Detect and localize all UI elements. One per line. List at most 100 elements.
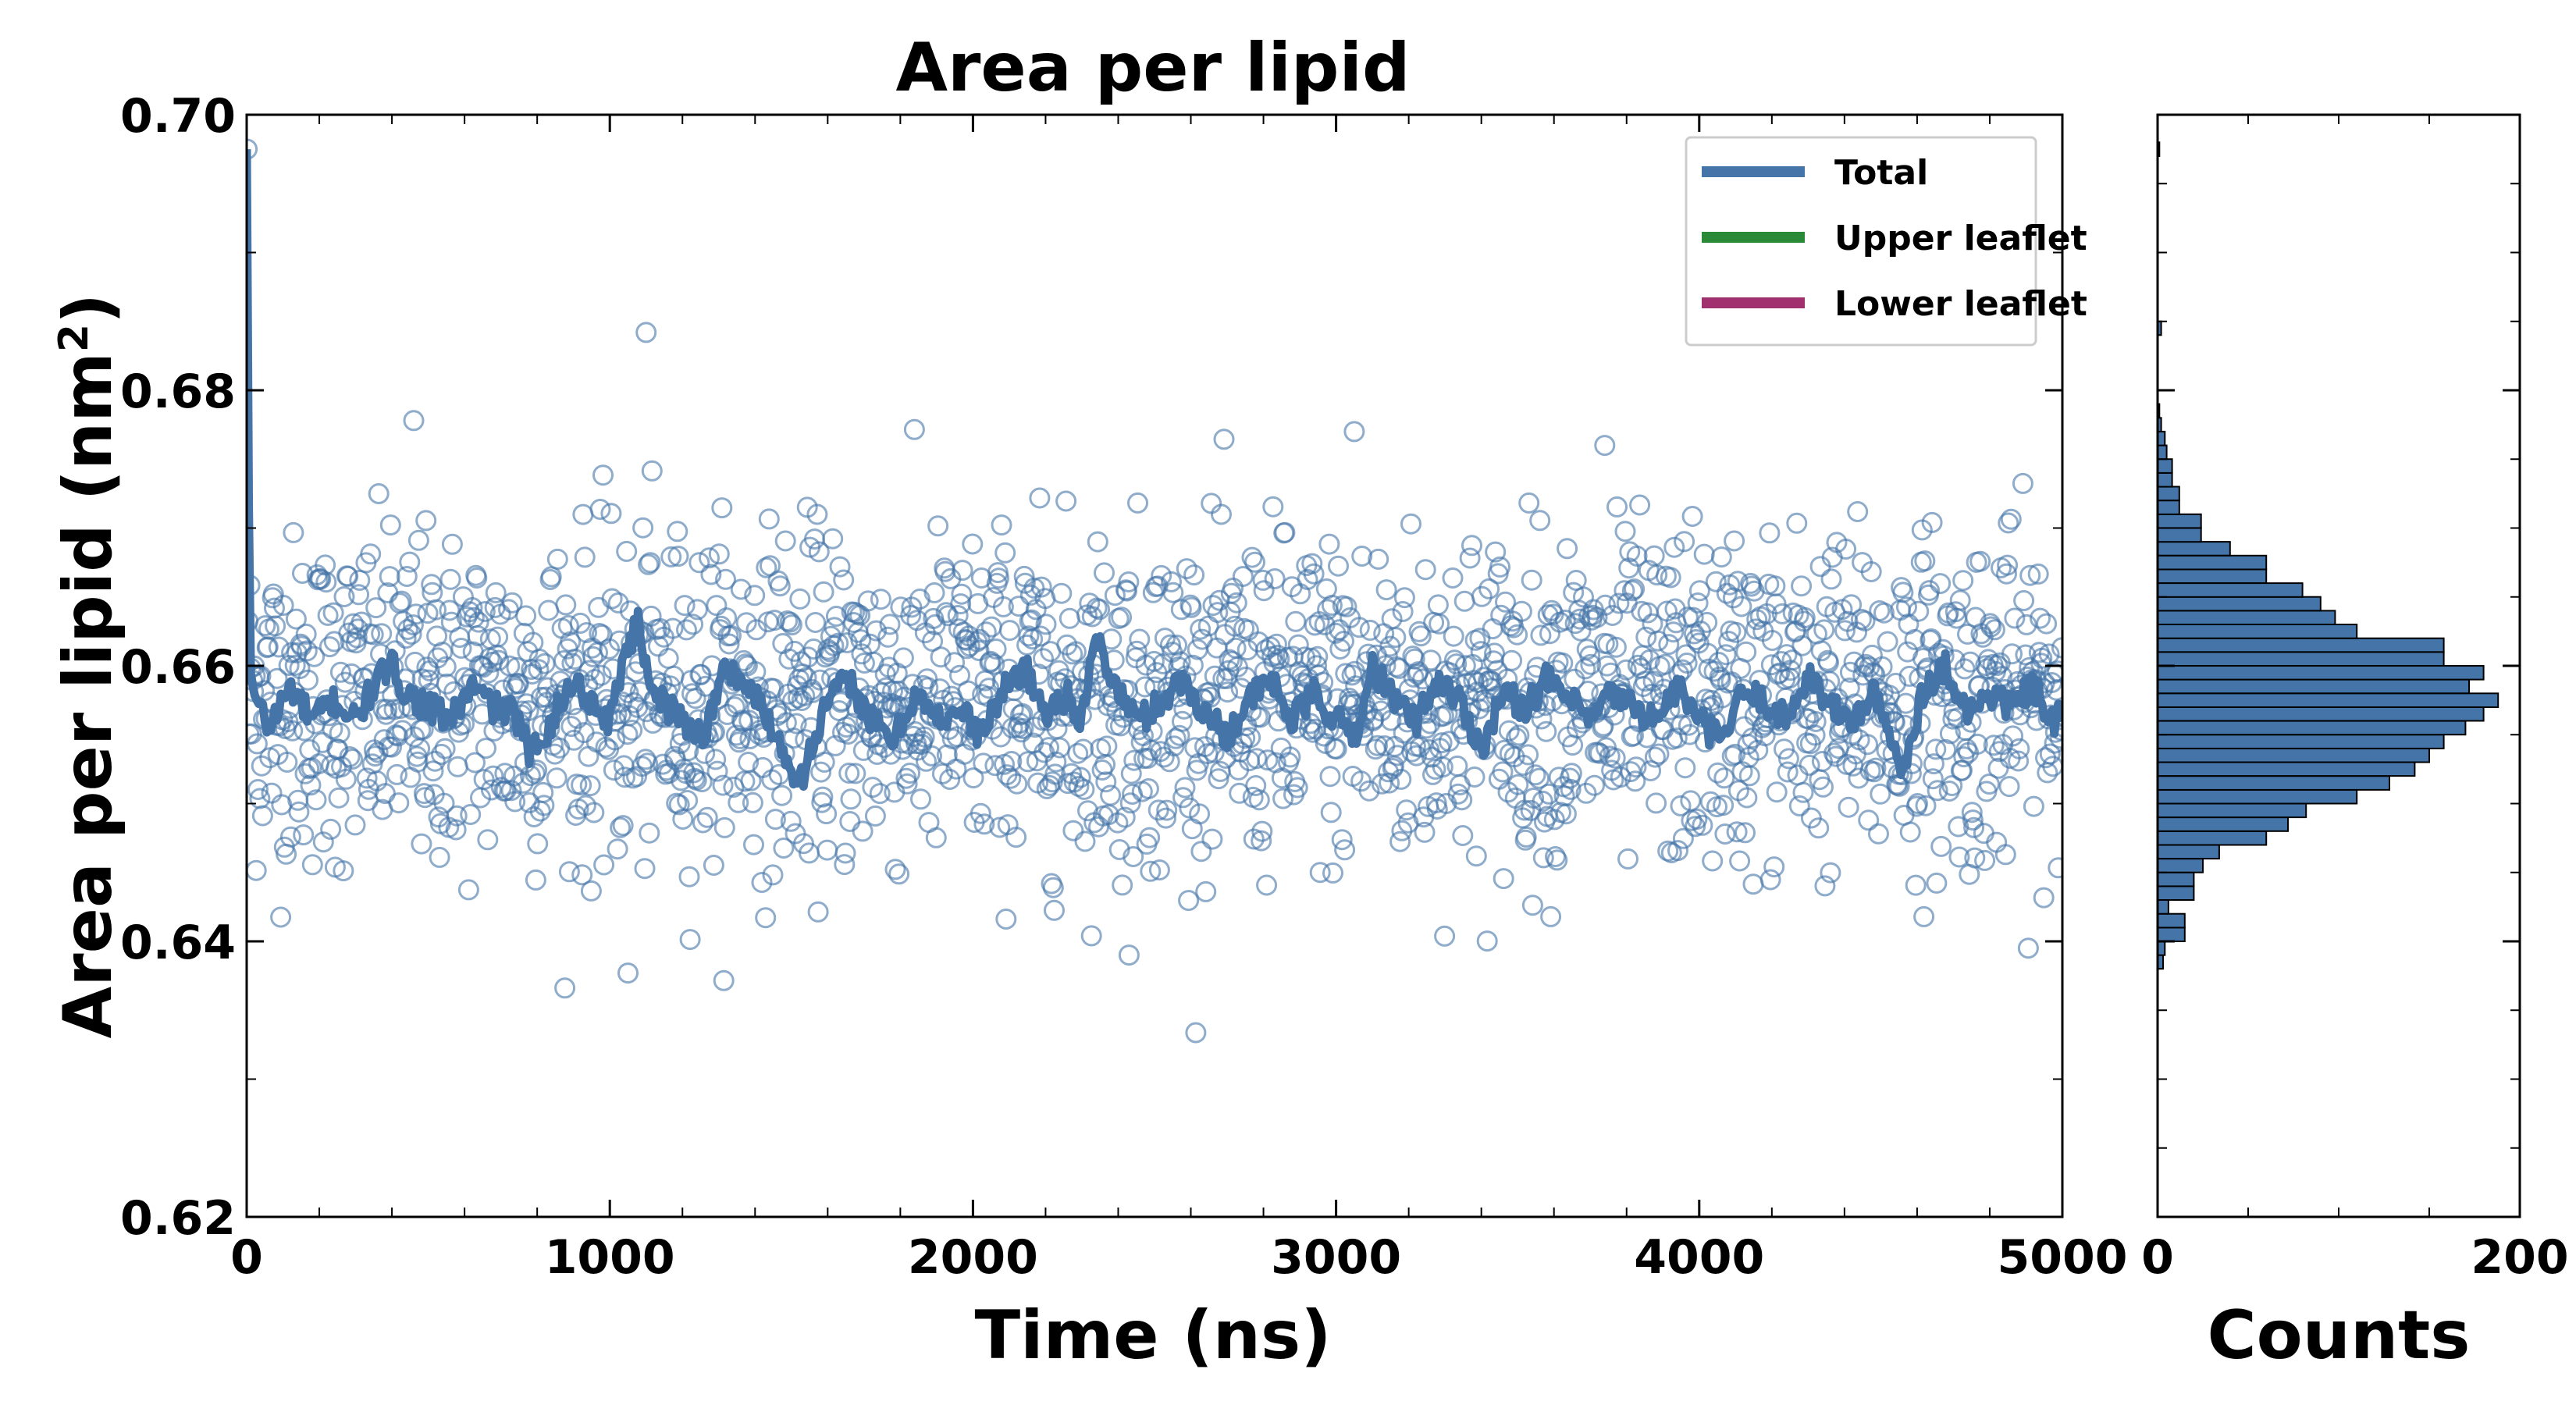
histogram-bar (2158, 747, 2430, 763)
scatter-point (2001, 643, 2023, 665)
scatter-point (1791, 635, 1813, 656)
scatter-point (1685, 816, 1706, 838)
scatter-point-notable (1118, 944, 1140, 966)
scatter-point (706, 595, 728, 617)
scatter-point (1978, 774, 2000, 795)
scatter-point (1089, 599, 1111, 621)
scatter-point (266, 667, 288, 689)
scatter-point (1908, 600, 1930, 622)
scatter-point (1507, 624, 1528, 646)
histogram-bar (2158, 486, 2180, 502)
scatter-point (2027, 563, 2049, 585)
scatter-point (1935, 738, 1957, 760)
histogram-bar (2158, 775, 2390, 791)
scatter-point (1980, 616, 2002, 638)
scatter-point (1443, 625, 1464, 647)
scatter-point (1042, 877, 1064, 898)
scatter-point (813, 581, 834, 603)
scatter-point (1174, 777, 1196, 799)
scatter-point (692, 812, 713, 834)
scatter-point (402, 614, 424, 636)
scatter-point (641, 460, 663, 482)
scatter-point (1907, 793, 1928, 814)
scatter-point (1529, 510, 1551, 532)
scatter-point (1808, 817, 1830, 839)
scatter-point (639, 822, 660, 844)
histogram-x-axis-label: Counts (2208, 1297, 2471, 1375)
scatter-point (991, 514, 1012, 536)
scatter-point (1201, 493, 1222, 514)
scatter-point (937, 605, 959, 627)
histogram-axis-ticks (2156, 115, 2521, 1217)
scatter-point (1158, 751, 1180, 773)
scatter-point (988, 567, 1009, 589)
scatter-point (1672, 827, 1694, 849)
scatter-point (1507, 774, 1529, 795)
scatter-point (923, 582, 945, 603)
scatter-point (2002, 725, 2024, 747)
y-axis-label-main: Area per lipid (nm (49, 352, 127, 1038)
scatter-point (916, 750, 937, 772)
scatter-point (1557, 538, 1578, 560)
scatter-point (2047, 660, 2062, 682)
y-axis-label: Area per lipid (nm2) (49, 293, 127, 1039)
scatter-point (1930, 835, 1952, 857)
scatter-point (1176, 558, 1197, 580)
scatter-point (421, 574, 443, 596)
scatter-point (862, 777, 884, 799)
scatter-point (995, 909, 1017, 930)
scatter-point (913, 726, 935, 748)
scatter-point (1414, 559, 1436, 581)
scatter-point (1742, 873, 1764, 895)
scatter-point (434, 738, 456, 759)
scatter-point (1206, 637, 1228, 659)
scatter-point (1892, 582, 1914, 603)
scatter-point (2043, 663, 2062, 685)
scatter-point (1166, 635, 1187, 656)
scatter-point (2049, 727, 2062, 749)
scatter-point (934, 560, 956, 582)
scatter-point (809, 669, 831, 691)
scatter-point (1858, 809, 1880, 831)
scatter-point (758, 508, 780, 530)
scatter-point (1464, 767, 1485, 788)
scatter-point (764, 809, 786, 831)
scatter-point (1905, 874, 1927, 896)
histogram-bars (2158, 141, 2500, 970)
scatter-point (485, 582, 507, 603)
scatter-point (1759, 869, 1781, 891)
scatter-point (1838, 796, 1859, 818)
scatter-point (1429, 613, 1450, 635)
scatter-point (839, 811, 861, 832)
scatter-point (1786, 512, 1808, 534)
histogram-bar (2158, 554, 2268, 571)
scatter-point (1518, 492, 1540, 514)
scatter-point (1814, 875, 1836, 897)
histogram-bar (2158, 527, 2202, 543)
histogram-bar (2158, 651, 2445, 667)
running-average-line-layer (247, 149, 2062, 791)
scatter-point (546, 767, 568, 789)
scatter-point (1123, 749, 1145, 771)
scatter-point (1045, 751, 1067, 773)
scatter-point (773, 838, 795, 859)
y-tick-label: 0.64 (120, 916, 236, 970)
scatter-point (1868, 823, 1889, 845)
histogram-bar (2158, 761, 2416, 777)
scatter-point (360, 543, 382, 565)
scatter-point (1111, 606, 1133, 628)
scatter-point (863, 651, 884, 673)
scatter-point (909, 589, 930, 610)
scatter-point (989, 816, 1011, 838)
scatter-point (480, 779, 502, 801)
scatter-point (1949, 589, 1971, 611)
scatter-point (712, 774, 734, 796)
scatter-point (1178, 890, 1200, 912)
scatter-point (805, 612, 827, 633)
scatter-point (1813, 619, 1835, 641)
scatter-point (1253, 580, 1275, 602)
scatter-point (390, 590, 412, 612)
scatter-point (2017, 937, 2039, 959)
scatter-point (939, 769, 961, 790)
scatter-point (1414, 821, 1436, 843)
